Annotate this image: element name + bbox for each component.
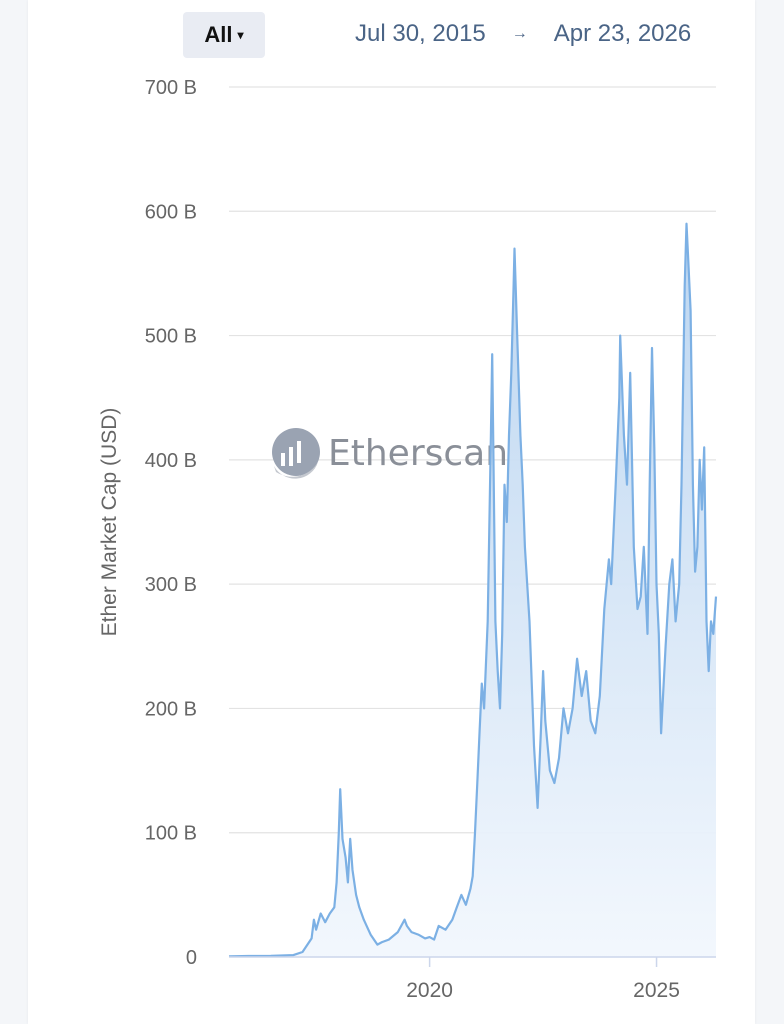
- y-tick-label: 600 B: [145, 201, 197, 223]
- y-tick-label: 0: [186, 947, 197, 969]
- range-select-button[interactable]: All ▾: [183, 12, 265, 58]
- chevron-down-icon: ▾: [237, 28, 244, 42]
- y-tick-label: 200 B: [145, 698, 197, 720]
- etherscan-logo-icon: [272, 428, 320, 479]
- x-tick-label: 2025: [633, 979, 680, 1002]
- y-axis: 0 100 B 200 B 300 B 400 B 500 B 600 B 700 B: [145, 77, 197, 969]
- y-tick-label: 100 B: [145, 823, 197, 845]
- area-fill: [229, 223, 716, 957]
- date-to[interactable]: Apr 23, 2026: [553, 20, 692, 47]
- date-range: Jul 30, 2015 → Apr 23, 2026: [355, 20, 691, 48]
- y-tick-label: 400 B: [145, 450, 197, 472]
- x-tick-label: 2020: [406, 979, 453, 1002]
- series-line[interactable]: [228, 222, 718, 958]
- y-tick-label: 700 B: [145, 77, 197, 99]
- y-tick-label: 300 B: [145, 574, 197, 596]
- x-axis: 2020 2025: [406, 957, 680, 1002]
- date-from[interactable]: Jul 30, 2015: [355, 20, 486, 47]
- arrow-right-icon: →: [511, 25, 528, 42]
- etherscan-watermark: Etherscan: [272, 428, 508, 479]
- y-axis-label: Ether Market Cap (USD): [98, 408, 121, 637]
- watermark-text: Etherscan: [328, 433, 508, 474]
- y-tick-label: 500 B: [145, 326, 197, 348]
- range-select-label: All: [204, 22, 233, 47]
